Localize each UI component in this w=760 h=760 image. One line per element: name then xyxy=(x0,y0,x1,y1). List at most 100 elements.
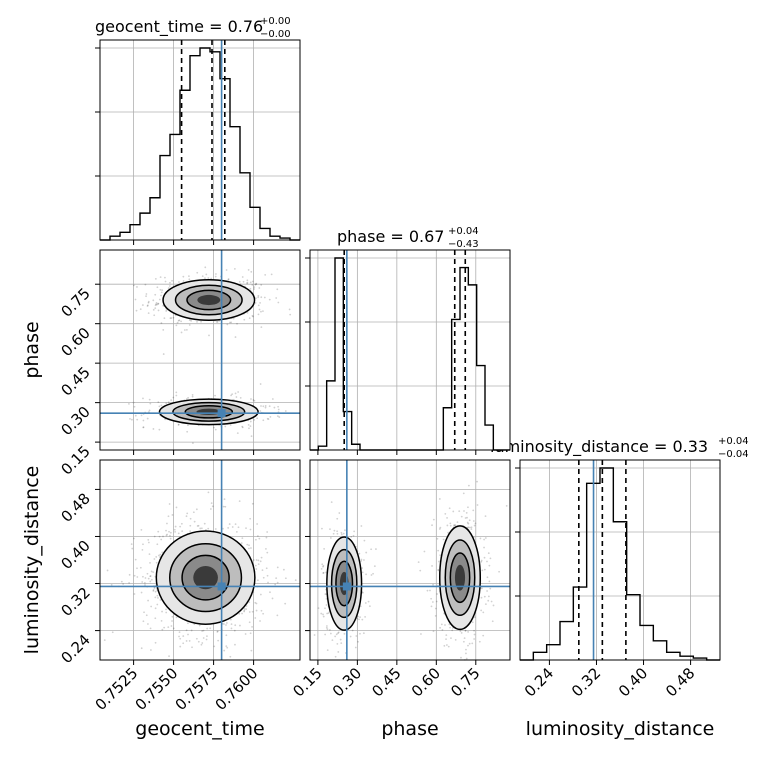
sample-point xyxy=(260,310,262,313)
sample-point xyxy=(197,524,200,527)
y-tick-label: 0.45 xyxy=(57,363,93,399)
sample-point xyxy=(464,629,467,632)
sample-point xyxy=(361,618,364,621)
sample-point xyxy=(169,537,172,540)
y-tick-label: 0.75 xyxy=(57,284,93,320)
sample-point xyxy=(438,528,441,530)
sample-point xyxy=(248,544,250,547)
sample-point xyxy=(243,609,246,612)
sample-point xyxy=(163,626,166,629)
sample-point xyxy=(276,415,279,418)
sample-point xyxy=(453,524,455,527)
sample-point xyxy=(157,530,160,533)
sample-point xyxy=(237,526,240,529)
sample-point xyxy=(148,409,151,412)
sample-point xyxy=(136,567,138,570)
sample-point xyxy=(460,656,462,659)
sample-point xyxy=(187,424,189,427)
sample-point xyxy=(470,528,473,530)
sample-point xyxy=(329,632,332,635)
sample-point xyxy=(244,633,247,635)
sample-point xyxy=(147,599,149,602)
sample-point xyxy=(110,584,113,586)
sample-point xyxy=(460,632,463,634)
sample-point xyxy=(465,652,467,655)
sample-point xyxy=(150,578,153,581)
sample-point xyxy=(251,284,254,286)
sample-point xyxy=(260,296,263,299)
sample-point xyxy=(152,571,155,574)
sample-point xyxy=(255,283,258,286)
ylabel-luminosity-distance: luminosity_distance xyxy=(21,466,43,655)
sample-point xyxy=(238,280,241,283)
sample-point xyxy=(276,288,279,291)
sample-point xyxy=(149,561,151,564)
sample-point xyxy=(145,295,147,298)
sample-point xyxy=(159,553,162,556)
sample-point xyxy=(249,281,252,284)
sample-point xyxy=(155,301,158,304)
sample-point xyxy=(352,534,355,537)
sample-point xyxy=(321,563,324,566)
sample-point xyxy=(189,530,192,533)
sample-point xyxy=(196,320,198,323)
sample-point xyxy=(236,322,238,325)
sample-point xyxy=(191,646,193,649)
sample-point xyxy=(172,316,175,319)
sample-point xyxy=(161,628,164,631)
sample-point xyxy=(155,556,158,558)
sample-point xyxy=(142,419,145,422)
sample-point xyxy=(432,583,434,586)
sample-point xyxy=(264,406,267,409)
sample-point xyxy=(265,547,267,550)
sample-point xyxy=(264,273,267,276)
sample-point xyxy=(262,310,264,313)
sample-point xyxy=(268,405,271,408)
sample-point xyxy=(437,569,440,572)
sample-point xyxy=(175,616,178,619)
sample-point xyxy=(462,492,465,495)
sample-point xyxy=(436,593,439,595)
x-tick-label: 0.7550 xyxy=(132,664,182,714)
sample-point xyxy=(157,302,160,305)
sample-point xyxy=(206,635,208,638)
sample-point xyxy=(467,526,470,529)
sample-point xyxy=(207,527,210,530)
sample-point xyxy=(482,611,485,614)
contour-line xyxy=(155,530,256,625)
sample-point xyxy=(210,502,213,505)
sample-point xyxy=(182,275,185,278)
sample-point xyxy=(147,623,149,625)
sample-point xyxy=(154,293,157,296)
sample-point xyxy=(166,522,168,525)
sample-point xyxy=(260,609,263,612)
sample-point xyxy=(359,632,361,635)
sample-point xyxy=(227,527,230,529)
sample-point xyxy=(260,556,263,559)
sample-point xyxy=(235,530,238,533)
sample-point xyxy=(229,618,232,621)
sample-point xyxy=(268,298,271,301)
y-tick-label: 0.60 xyxy=(57,324,93,360)
sample-point xyxy=(245,605,248,607)
sample-point xyxy=(178,281,180,283)
sample-point xyxy=(162,535,164,538)
hist-grid xyxy=(100,40,300,240)
sample-point xyxy=(484,515,487,518)
sample-point xyxy=(202,629,205,632)
sample-point xyxy=(337,632,339,635)
sample-point xyxy=(147,300,150,303)
sample-point xyxy=(169,534,171,537)
sample-point xyxy=(353,530,356,533)
sample-point xyxy=(340,533,343,536)
sample-point xyxy=(448,623,451,626)
sample-point xyxy=(141,581,144,583)
sample-point xyxy=(336,530,339,533)
sample-point xyxy=(467,484,470,487)
sample-point xyxy=(460,515,463,518)
sample-point xyxy=(434,614,437,617)
sample-point xyxy=(166,533,168,536)
sample-point xyxy=(136,576,139,578)
x-tick-label: 0.7600 xyxy=(212,664,262,714)
sample-point xyxy=(329,537,332,539)
